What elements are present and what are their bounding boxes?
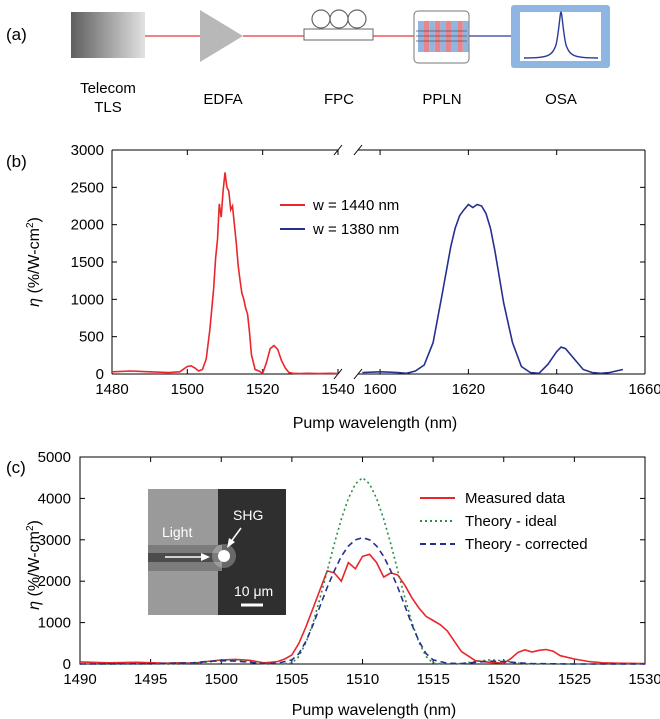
chart-b-legend: w = 1440 nm w = 1380 nm bbox=[280, 197, 399, 238]
ppln-domain bbox=[446, 21, 452, 52]
ppln-chip bbox=[413, 10, 470, 64]
chart-b-xtick-label: 1520 bbox=[246, 381, 279, 398]
chart-c-xtick-label: 1505 bbox=[275, 671, 308, 688]
chart-b-ytick-label: 1000 bbox=[71, 291, 104, 308]
setup-diagram: (a) bbox=[6, 5, 610, 116]
chart-c-xtick-label: 1520 bbox=[487, 671, 520, 688]
chart-b-ytick-label: 2500 bbox=[71, 179, 104, 196]
chart-c-legend-label-2: Theory - ideal bbox=[465, 513, 557, 530]
label-ppln: PPLN bbox=[422, 91, 461, 108]
chart-c-series-line-3 bbox=[79, 536, 645, 665]
chart-c-ytick-label: 0 bbox=[63, 656, 71, 673]
chart-c: (c) 0 1000 2000 3000 4000 5000 1490 1495 1500 150… bbox=[6, 449, 660, 719]
chart-b-xtick-label: 1600 bbox=[363, 381, 396, 398]
chart-b-ytick-label: 500 bbox=[79, 329, 104, 346]
chart-b-legend-label-1: w = 1440 nm bbox=[312, 197, 399, 214]
chart-c-series-line-1 bbox=[79, 553, 646, 665]
inset-scalebar-label: 10 μm bbox=[234, 583, 273, 599]
chart-c-ytick-label: 2000 bbox=[38, 573, 71, 590]
chart-b-ytick-label: 3000 bbox=[71, 142, 104, 159]
chart-c-xtick-label: 1500 bbox=[205, 671, 238, 688]
label-tls-line1: Telecom bbox=[80, 80, 136, 97]
chart-b-xtick-label: 1540 bbox=[321, 381, 354, 398]
chart-c-xtick-label: 1495 bbox=[134, 671, 167, 688]
ppln-domain bbox=[462, 21, 469, 52]
ppln-domain bbox=[418, 21, 424, 52]
osa-display bbox=[511, 5, 610, 68]
axis-break-mark bbox=[353, 368, 363, 380]
ppln-domain bbox=[451, 21, 458, 52]
chart-c-ytick-label: 3000 bbox=[38, 532, 71, 549]
chart-c-series bbox=[79, 476, 646, 665]
label-edfa: EDFA bbox=[203, 91, 242, 108]
chart-c-axes: 0 1000 2000 3000 4000 5000 1490 1495 1500 1505 151… bbox=[38, 449, 660, 688]
chart-c-legend-label-3: Theory - corrected bbox=[465, 536, 588, 553]
chart-c-xlabel: Pump wavelength (nm) bbox=[292, 702, 457, 719]
inset-micrograph: Light SHG 10 μm bbox=[148, 489, 286, 615]
chart-b-xtick-label: 1620 bbox=[452, 381, 485, 398]
chart-b-xlabel: Pump wavelength (nm) bbox=[293, 415, 458, 432]
chart-c-ylabel-close: ) bbox=[26, 520, 43, 525]
chart-b-xtick-label: 1660 bbox=[628, 381, 660, 398]
inset-label-shg: SHG bbox=[233, 507, 263, 523]
chart-b-ytick-label: 0 bbox=[96, 366, 104, 383]
chart-b-ylabel-sup: 2 bbox=[25, 222, 36, 228]
inset-label-light: Light bbox=[162, 524, 192, 540]
chart-b-ylabel-symbol: η bbox=[26, 298, 43, 307]
chart-b-xtick-label: 1500 bbox=[171, 381, 204, 398]
chart-c-xtick-label: 1530 bbox=[628, 671, 660, 688]
chart-b-ylabel-unit: (%/W-cm bbox=[26, 228, 43, 298]
chart-c-legend-label-1: Measured data bbox=[465, 490, 566, 507]
chart-b-series-line-1 bbox=[111, 172, 339, 375]
chart-c-ylabel-sup: 2 bbox=[25, 525, 36, 531]
fpc-polarization-controller bbox=[303, 9, 374, 41]
ppln-domain bbox=[457, 21, 463, 52]
chart-b-ytick-label: 2000 bbox=[71, 217, 104, 234]
ppln-domain bbox=[440, 21, 446, 52]
chart-c-ylabel: η (%/W-cm2) bbox=[25, 520, 43, 610]
chart-b-legend-label-2: w = 1380 nm bbox=[312, 221, 399, 238]
chart-c-xtick-label: 1510 bbox=[346, 671, 379, 688]
chart-c-ytick-label: 5000 bbox=[38, 449, 71, 466]
chart-c-xtick-label: 1525 bbox=[558, 671, 591, 688]
edfa-amplifier-icon bbox=[200, 10, 243, 62]
chart-b: (b) 0 500 1000 1500 2000 2500 3000 1480 1500 1520… bbox=[6, 142, 660, 432]
chart-c-ytick-label: 1000 bbox=[38, 615, 71, 632]
chart-b-axes: 0 500 1000 1500 2000 2500 3000 1480 1500 1520 1540… bbox=[71, 142, 660, 398]
chart-b-xtick-label: 1640 bbox=[540, 381, 573, 398]
label-osa: OSA bbox=[545, 91, 577, 108]
chart-b-ytick-label: 1500 bbox=[71, 254, 104, 271]
tls-box bbox=[71, 12, 145, 58]
chart-c-legend: Measured data Theory - ideal Theory - corr… bbox=[420, 490, 588, 553]
chart-b-xtick-label: 1480 bbox=[95, 381, 128, 398]
chart-b-ylabel: η (%/W-cm2) bbox=[25, 217, 43, 307]
chart-c-ytick-label: 4000 bbox=[38, 490, 71, 507]
panel-label-b: (b) bbox=[6, 152, 27, 171]
chart-b-series bbox=[111, 172, 624, 375]
ppln-domain bbox=[429, 21, 435, 52]
label-fpc: FPC bbox=[324, 91, 354, 108]
chart-c-xtick-label: 1515 bbox=[416, 671, 449, 688]
chart-c-series-line-2 bbox=[80, 476, 645, 665]
chart-c-ylabel-unit: (%/W-cm bbox=[26, 531, 43, 601]
axis-break-mark bbox=[353, 144, 363, 156]
chart-c-xtick-label: 1490 bbox=[63, 671, 96, 688]
panel-label-c: (c) bbox=[6, 458, 26, 477]
label-tls-line2: TLS bbox=[94, 99, 122, 116]
ppln-domain bbox=[434, 21, 441, 52]
chart-b-ylabel-close: ) bbox=[26, 217, 43, 222]
panel-label-a: (a) bbox=[6, 25, 27, 44]
chart-b-series-line-2 bbox=[362, 203, 624, 375]
ppln-domain bbox=[423, 21, 430, 52]
chart-c-ylabel-symbol: η bbox=[26, 601, 43, 610]
